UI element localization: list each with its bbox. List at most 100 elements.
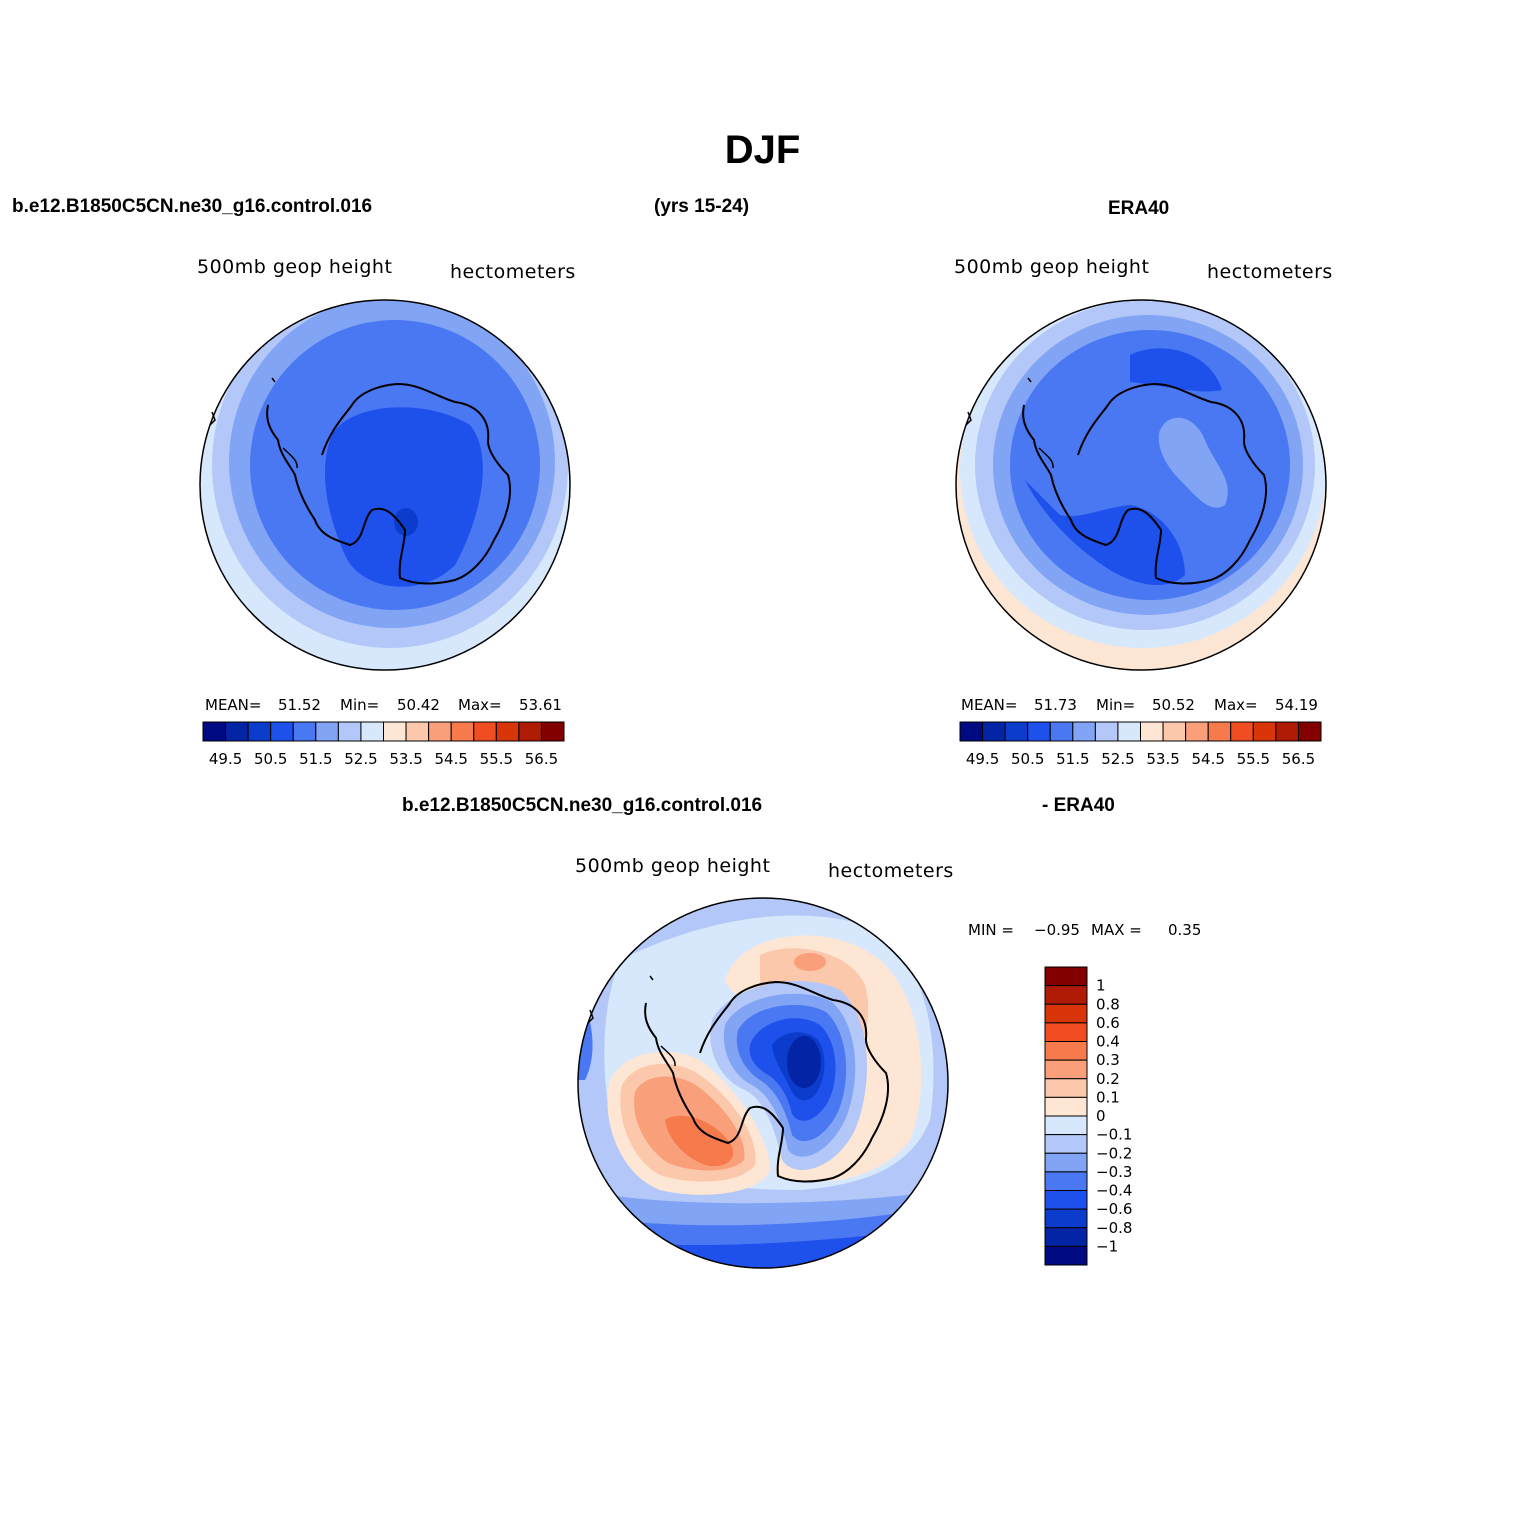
era40-colorbar-label: 51.5 — [1056, 750, 1089, 768]
era40-colorbar-box — [1004, 721, 1029, 742]
model-colorbar-label: 55.5 — [480, 750, 513, 768]
model-colorbar-box — [360, 721, 384, 742]
diff-colorbar-label: 0 — [1096, 1107, 1106, 1125]
diff-model-case-name: b.e12.B1850C5CN.ne30_g16.control.016 — [402, 795, 763, 816]
diff-max-label: MAX = — [1091, 921, 1142, 939]
era40-colorbar-box — [1275, 721, 1299, 742]
era40-colorbar-box — [959, 721, 984, 742]
diff-colorbar-label: 0.2 — [1096, 1070, 1120, 1088]
era40-colorbar-box — [1230, 721, 1254, 742]
era40-min-value: 50.52 — [1152, 696, 1195, 714]
diff-min-value: −0.95 — [1034, 921, 1080, 939]
era40-colorbar-box — [1162, 721, 1187, 742]
years-label: (yrs 15-24) — [654, 196, 750, 217]
diff-colorbar-box — [1044, 1227, 1088, 1247]
model-colorbar-label: 52.5 — [344, 750, 377, 768]
model-colorbar-label: 49.5 — [209, 750, 242, 768]
model-variable-label: 500mb geop height — [197, 256, 393, 278]
diff-colorbar-label: −0.2 — [1096, 1144, 1132, 1162]
era40-colorbar-box — [1094, 721, 1119, 742]
diff-colorbar-label: −0.8 — [1096, 1219, 1132, 1237]
diff-colorbar-label: 0.6 — [1096, 1014, 1120, 1032]
era40-colorbar-box — [1072, 721, 1096, 742]
diff-colorbar-box — [1044, 985, 1088, 1005]
diff-colorbar-label: −0.6 — [1096, 1200, 1132, 1218]
era40-variable-label: 500mb geop height — [954, 256, 1150, 278]
model-colorbar-box — [292, 721, 317, 742]
era40-min-label: Min= — [1096, 696, 1136, 714]
model-units-label: hectometers — [450, 261, 576, 283]
model-colorbar-label: 50.5 — [254, 750, 287, 768]
era40-mean-value: 51.73 — [1034, 696, 1077, 714]
diff-colorbar-label: 0.3 — [1096, 1051, 1120, 1069]
era40-colorbar-box — [982, 721, 1006, 742]
diff-colorbar-box — [1044, 1152, 1088, 1173]
diff-colorbar-box — [1044, 1115, 1088, 1136]
era40-colorbar-box — [1207, 721, 1232, 742]
diff-colorbar-box — [1044, 1078, 1088, 1098]
model-colorbar-label: 53.5 — [389, 750, 422, 768]
era40-max-value: 54.19 — [1275, 696, 1318, 714]
diff-colorbar-label: 1 — [1096, 977, 1106, 995]
era40-colorbar-label: 56.5 — [1282, 750, 1315, 768]
model-max-label: Max= — [458, 696, 502, 714]
diff-obs-name: - ERA40 — [1042, 795, 1115, 816]
diff-colorbar-label: −1 — [1096, 1237, 1118, 1255]
era40-colorbar-label: 55.5 — [1237, 750, 1270, 768]
diff-colorbar-box — [1044, 1096, 1088, 1117]
model-colorbar-box — [518, 721, 542, 742]
era40-colorbar-box — [1185, 721, 1209, 742]
diff-colorbar-label: −0.4 — [1096, 1182, 1132, 1200]
diff-units-label: hectometers — [828, 860, 954, 882]
model-colorbar-box — [428, 721, 452, 742]
era40-max-label: Max= — [1214, 696, 1258, 714]
model-colorbar-box — [202, 721, 227, 742]
model-min-value: 50.42 — [397, 696, 440, 714]
era40-colorbar-label: 54.5 — [1191, 750, 1224, 768]
model-case-name: b.e12.B1850C5CN.ne30_g16.control.016 — [12, 196, 373, 217]
era40-antarctica-outline — [1022, 382, 1268, 585]
model-min-label: Min= — [340, 696, 380, 714]
model-mean-label: MEAN= — [205, 696, 262, 714]
model-colorbar-box — [337, 721, 362, 742]
diff-colorbar-label: −0.1 — [1096, 1126, 1132, 1144]
diff-colorbar-box — [1044, 1059, 1088, 1080]
diff-min-label: MIN = — [968, 921, 1014, 939]
diff-colorbar-label: 0.1 — [1096, 1088, 1120, 1106]
diff-colorbar-box — [1044, 1208, 1088, 1229]
model-colorbar-box — [270, 721, 294, 742]
model-mean-value: 51.52 — [278, 696, 321, 714]
model-colorbar-box — [247, 721, 272, 742]
era40-colorbar-box — [1027, 721, 1051, 742]
model-colorbar-box — [495, 721, 520, 742]
era40-colorbar-label: 50.5 — [1011, 750, 1044, 768]
era40-mean-label: MEAN= — [961, 696, 1018, 714]
page-title: DJF — [724, 128, 801, 172]
model-colorbar-box — [383, 721, 407, 742]
diff-colorbar-box — [1044, 1003, 1088, 1024]
era40-colorbar-box — [1297, 721, 1322, 742]
model-colorbar-box — [315, 721, 339, 742]
diff-variable-label: 500mb geop height — [575, 855, 771, 877]
diff-max-value: 0.35 — [1168, 921, 1202, 939]
model-antarctica-outline — [266, 382, 512, 585]
era40-colorbar-box — [1252, 721, 1277, 742]
diff-antarctica-outline — [644, 980, 890, 1183]
diff-colorbar-box — [1044, 1022, 1088, 1042]
model-colorbar-box — [450, 721, 475, 742]
model-colorbar-box — [405, 721, 430, 742]
diff-colorbar-box — [1044, 1245, 1088, 1266]
model-colorbar-box — [473, 721, 497, 742]
era40-colorbar-box — [1117, 721, 1141, 742]
model-colorbar-label: 56.5 — [525, 750, 558, 768]
diff-colorbar-label: −0.3 — [1096, 1163, 1132, 1181]
era40-colorbar-label: 52.5 — [1101, 750, 1134, 768]
diff-colorbar-box — [1044, 1041, 1088, 1061]
model-colorbar-box — [225, 721, 249, 742]
